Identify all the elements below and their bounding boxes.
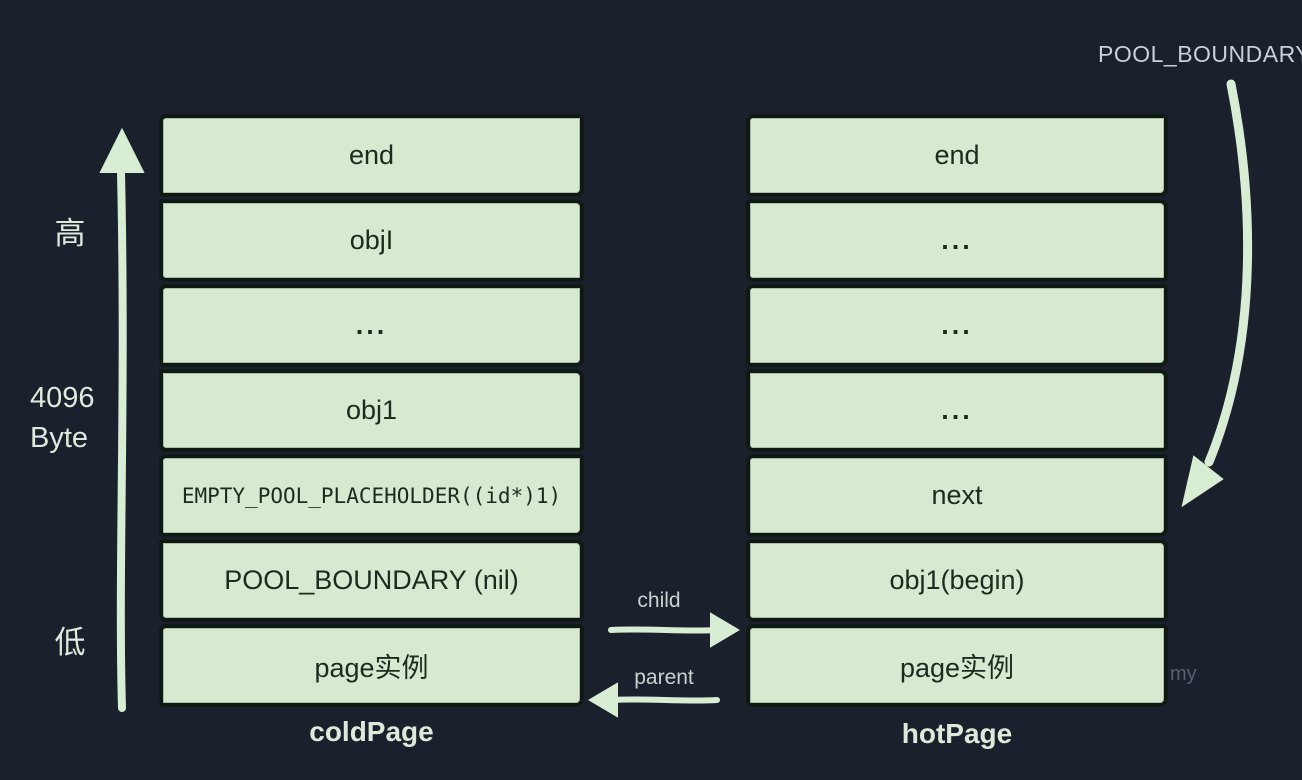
cold-page-title: coldPage	[309, 716, 434, 747]
high-address-label: 高	[54, 216, 86, 251]
watermark: my	[1170, 663, 1197, 685]
cold-page-cell-obj1: obj1	[160, 370, 583, 451]
child-arrow	[608, 612, 740, 648]
parent-arrow-label: parent	[634, 666, 694, 689]
cold-page-column: end objI ... obj1 EMPTY_POOL_PLACEHOLDER…	[160, 115, 583, 706]
hot-page-cell-ellipsis-2: ...	[747, 285, 1167, 366]
cold-page-cell-ellipsis: ...	[160, 285, 583, 366]
pool-boundary-arrow	[1181, 79, 1253, 508]
hot-page-column: end ... ... ... next obj1(begin) page实例	[747, 115, 1167, 706]
hot-page-cell-next: next	[747, 455, 1167, 536]
cold-page-cell-end: end	[160, 115, 583, 196]
hot-page-cell-ellipsis-1: ...	[747, 200, 1167, 281]
hot-page-cell-page-instance: page实例	[747, 625, 1167, 706]
pool-boundary-annotation: POOL_BOUNDARY	[1098, 41, 1302, 67]
hot-page-cell-ellipsis-3: ...	[747, 370, 1167, 451]
low-address-label: 低	[54, 625, 86, 660]
cold-page-cell-pool-boundary: POOL_BOUNDARY (nil)	[160, 540, 583, 621]
child-arrow-label: child	[637, 589, 681, 612]
page-size-label: 4096 Byte	[30, 378, 95, 458]
cold-page-cell-page-instance: page实例	[160, 625, 583, 706]
hot-page-title: hotPage	[901, 718, 1013, 749]
page-size-unit: Byte	[30, 422, 89, 454]
hot-page-cell-end: end	[747, 115, 1167, 196]
hot-page-cell-obj1-begin: obj1(begin)	[747, 540, 1167, 621]
cold-page-cell-empty-pool-placeholder: EMPTY_POOL_PLACEHOLDER((id*)1)	[160, 455, 583, 536]
cold-page-cell-objI: objI	[160, 200, 583, 281]
page-size-value: 4096	[30, 382, 95, 414]
memory-direction-arrow	[99, 127, 145, 712]
